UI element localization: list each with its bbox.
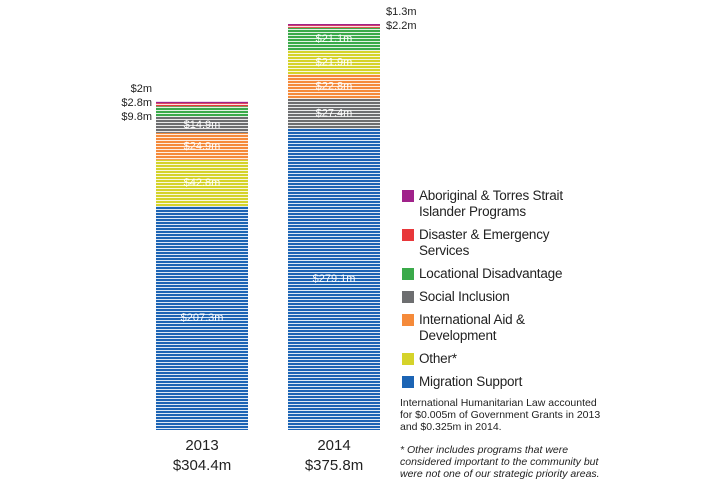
- legend-label: International Aid & Development: [419, 312, 525, 343]
- value-label: $2m: [131, 83, 152, 95]
- legend-swatch: [402, 291, 414, 303]
- value-label: $2.2m: [386, 20, 417, 32]
- legend-swatch: [402, 268, 414, 280]
- legend-label: Aboriginal & Torres Strait Islander Prog…: [419, 188, 563, 219]
- legend-label: Social Inclusion: [419, 289, 510, 304]
- total-label: $304.4m: [173, 457, 231, 474]
- legend-swatch: [402, 353, 414, 365]
- bar-stripes: [288, 24, 380, 430]
- total-label: $375.8m: [305, 457, 363, 474]
- value-label: $9.8m: [121, 111, 152, 123]
- category-label: 2013: [185, 437, 218, 454]
- legend: Aboriginal & Torres Strait Islander Prog…: [402, 188, 587, 390]
- legend-label: Migration Support: [419, 374, 523, 389]
- bar-stripes: [156, 101, 248, 431]
- legend-item: Migration Support: [402, 374, 587, 390]
- value-label: $1.3m: [386, 6, 417, 18]
- legend-swatch: [402, 314, 414, 326]
- note: International Humanitarian Law accounted…: [400, 397, 601, 433]
- legend-item: Social Inclusion: [402, 289, 587, 305]
- footnote: * Other includes programs that were cons…: [400, 444, 600, 480]
- legend-item: Disaster & Emergency Services: [402, 227, 587, 259]
- legend-swatch: [402, 229, 414, 241]
- legend-label: Disaster & Emergency Services: [419, 227, 550, 258]
- legend-item: Other*: [402, 351, 587, 367]
- legend-label: Locational Disadvantage: [419, 266, 563, 281]
- legend-swatch: [402, 190, 414, 202]
- legend-swatch: [402, 376, 414, 388]
- legend-item: Aboriginal & Torres Strait Islander Prog…: [402, 188, 587, 220]
- legend-item: International Aid & Development: [402, 312, 587, 344]
- legend-item: Locational Disadvantage: [402, 266, 587, 282]
- legend-label: Other*: [419, 351, 457, 366]
- value-label: $2.8m: [121, 97, 152, 109]
- category-label: 2014: [317, 437, 350, 454]
